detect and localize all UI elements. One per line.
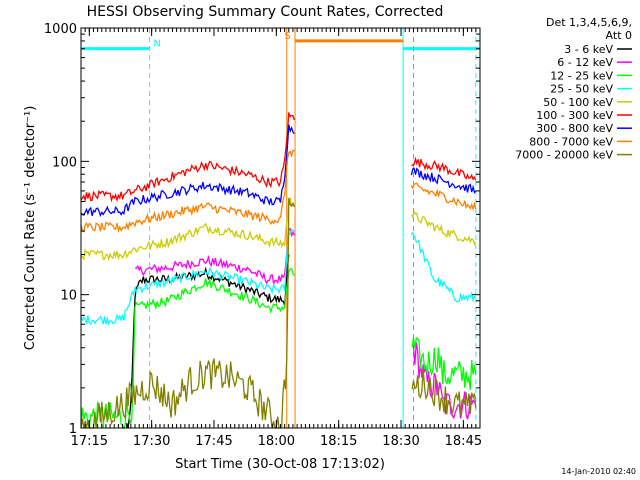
legend-header-line-1: Det 1,3,4,5,6,9, <box>546 16 632 29</box>
y-tick-label-3: 1000 <box>44 22 77 37</box>
legend-header-line-2: Att 0 <box>606 29 632 42</box>
y-tick-label-1: 10 <box>60 289 77 304</box>
series-line-2 <box>80 267 477 430</box>
legend-label-5: 100 - 300 keV <box>536 109 613 122</box>
flag-label-s: S <box>284 31 290 42</box>
timestamp: 14-Jan-2010 02:40 <box>561 467 636 476</box>
legend-label-7: 800 - 7000 keV <box>529 135 613 148</box>
x-tick-label-5: 18:30 <box>382 434 419 449</box>
legend-label-4: 50 - 100 keV <box>543 96 613 109</box>
x-tick-label-0: 17:15 <box>71 434 108 449</box>
x-tick-label-4: 18:15 <box>320 434 357 449</box>
series-layer <box>80 112 477 430</box>
legend-label-3: 25 - 50 keV <box>550 83 613 96</box>
series-line-3 <box>80 229 477 326</box>
legend-label-8: 7000 - 20000 keV <box>515 149 613 162</box>
legend-label-6: 300 - 800 keV <box>536 122 613 135</box>
x-tick-label-2: 17:45 <box>195 434 232 449</box>
axis-ticks: 17:15 17:30 17:45 18:00 18:15 18:30 18:45 1 10 10… <box>44 22 482 449</box>
series-line-8 <box>80 197 477 429</box>
y-tick-label-2: 100 <box>52 155 77 170</box>
y-axis-title: Corrected Count Rate (s⁻¹ detector⁻¹) <box>23 106 38 351</box>
x-tick-label-1: 17:30 <box>133 434 170 449</box>
chart-title: HESSI Observing Summary Count Rates, Cor… <box>87 4 444 20</box>
legend-label-0: 3 - 6 keV <box>564 43 613 56</box>
series-line-7 <box>80 149 477 234</box>
series-line-0 <box>126 254 290 429</box>
legend-label-1: 6 - 12 keV <box>557 56 613 69</box>
series-line-6 <box>80 124 477 218</box>
plot-area: NS 17:15 17:30 17:45 18:00 18:15 18:30 18:4511… <box>44 22 482 449</box>
x-tick-label-6: 18:45 <box>445 434 482 449</box>
series-line-5 <box>80 112 477 203</box>
flag-label-n: N <box>153 39 160 50</box>
series-line-4 <box>80 196 477 261</box>
y-tick-label-0: 1 <box>69 422 77 437</box>
legend-label-2: 12 - 25 keV <box>550 69 613 82</box>
x-tick-label-3: 18:00 <box>258 434 295 449</box>
x-axis-title: Start Time (30-Oct-08 17:13:02) <box>175 457 385 472</box>
